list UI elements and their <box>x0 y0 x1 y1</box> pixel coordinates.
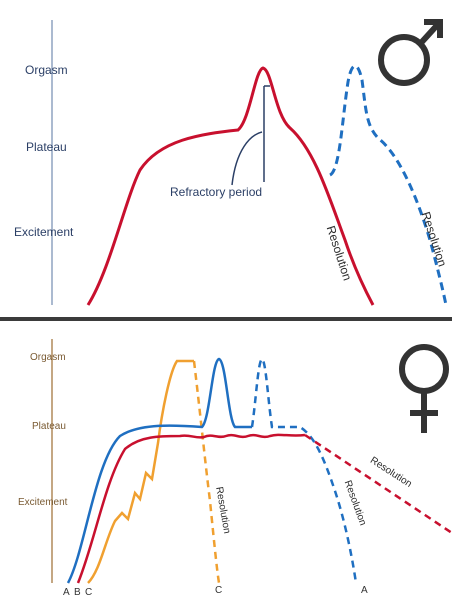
female-curve-b-resolution <box>304 433 452 535</box>
refractory-period-label: Refractory period <box>170 185 263 199</box>
male-response-curve <box>86 66 375 306</box>
male-diagram <box>51 19 448 306</box>
panel-divider <box>0 317 452 321</box>
female-curve-b <box>76 433 306 584</box>
male-symbol-icon <box>378 19 443 86</box>
female-curve-c <box>87 359 194 584</box>
female-response-panel: Orgasm Plateau Excitement Resolution Res… <box>0 321 452 603</box>
curve-label-c: C <box>85 587 93 598</box>
female-level-plateau: Plateau <box>32 421 66 432</box>
female-curve-a-second <box>250 357 358 584</box>
male-response-panel: Orgasm Plateau Excitement Refractory per… <box>14 19 450 306</box>
female-curve-c-resolution <box>192 360 221 584</box>
female-diagram <box>51 339 452 584</box>
refractory-arc <box>231 131 263 186</box>
curve-label-b: B <box>74 587 81 598</box>
female-level-excitement: Excitement <box>18 497 68 508</box>
male-level-excitement: Excitement <box>14 225 74 239</box>
female-level-orgasm: Orgasm <box>30 352 66 363</box>
male-level-plateau: Plateau <box>26 140 67 154</box>
curve-c-end-label: C <box>215 585 223 596</box>
female-curve-a <box>66 357 252 584</box>
curve-label-a: A <box>63 587 70 598</box>
female-symbol-icon <box>399 344 449 433</box>
male-level-orgasm: Orgasm <box>25 63 68 77</box>
curve-a-end-label: A <box>361 585 368 596</box>
male-second-response-curve <box>328 64 448 306</box>
